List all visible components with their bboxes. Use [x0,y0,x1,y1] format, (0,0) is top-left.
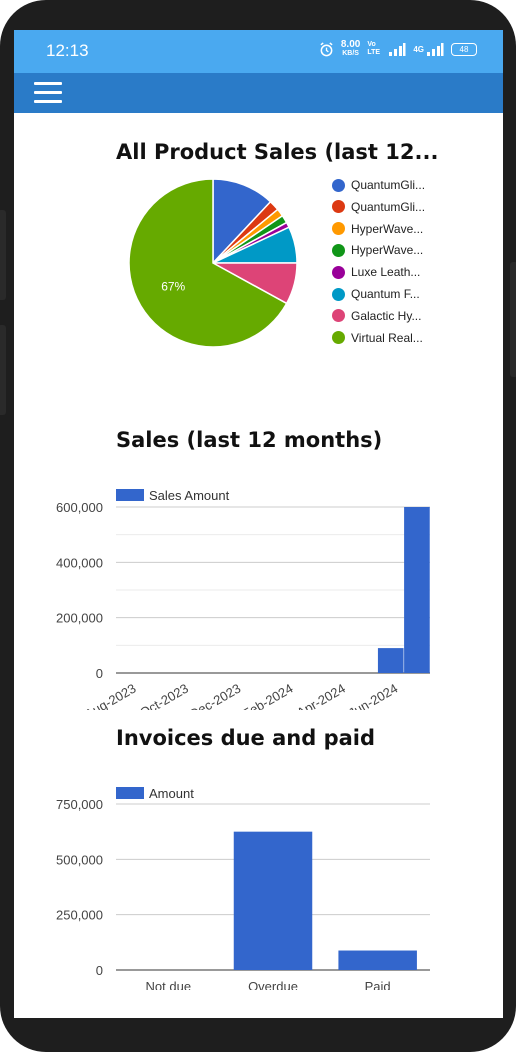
legend-label: Quantum F... [351,287,420,301]
pie-legend-item: QuantumGli... [332,200,425,214]
x-tick-label: Paid [365,979,391,990]
y-tick-label: 500,000 [56,852,103,867]
y-tick-label: 750,000 [56,797,103,812]
pie-chart-title: All Product Sales (last 12... [116,140,439,164]
volume-button [0,325,6,415]
y-tick-label: 0 [96,963,103,978]
network-speed-unit: KB/S [342,50,359,57]
x-tick-label: Jun-2024 [346,681,400,710]
legend-label: QuantumGli... [351,199,426,214]
legend-label: HyperWave... [351,243,424,258]
signal-icon [389,43,406,56]
invoice-bar-chart: Amount 750,000 500,000 250,000 0 Not due Overd… [56,786,430,990]
bar [377,648,404,673]
legend-swatch [332,309,345,323]
network-speed-value: 8.00 [340,39,361,50]
pie-chart: 67% [128,178,298,348]
x-tick-label: Not due [146,979,192,990]
pie-legend-item: HyperWave... [332,222,423,236]
legend-swatch [116,787,144,799]
pie-slice-0 [212,178,272,265]
y-tick-label: 0 [96,666,103,681]
bar [233,831,313,970]
bar [338,950,417,970]
volte-icon: Vo LTE [367,41,381,56]
legend-label: Luxe Leath... [351,265,421,280]
battery-level: 48 [459,44,469,54]
legend-swatch [332,331,345,345]
y-tick-label: 250,000 [56,908,103,923]
legend-swatch [332,200,345,214]
legend-swatch [332,222,345,236]
legend-label: QuantumGli... [351,178,426,192]
side-key-right [510,262,516,377]
legend-label: Virtual Real... [351,330,423,345]
x-tick-label: Aug-2023 [82,681,138,710]
battery-icon: 48 [451,42,477,56]
legend-label: HyperWave... [351,221,424,236]
status-icons: 8.00 KB/S Vo LTE 4G 48 [319,40,477,58]
x-tick-label: Oct-2023 [137,681,191,710]
legend-label: Galactic Hy... [351,308,422,323]
y-tick-label: 600,000 [56,500,103,515]
pie-legend-item: HyperWave... [332,243,423,257]
pie-legend-item: Virtual Real... [332,331,423,345]
pie-legend-item: Quantum F... [332,287,420,301]
screen: 12:13 8.00 KB/S Vo LTE 4G [14,30,503,1018]
x-tick-label: Dec-2023 [187,681,243,710]
pie-slice-7 [128,178,288,348]
network-speed: 8.00 KB/S [341,40,360,58]
x-tick-label: Overdue [248,979,298,990]
network-type-label: 4G [413,44,424,54]
legend-swatch [332,287,345,301]
menu-icon[interactable] [34,82,62,104]
legend-label: Sales Amount [149,488,230,503]
pie-legend-item: Galactic Hy... [332,309,421,323]
sales-chart-title: Sales (last 12 months) [116,428,383,452]
y-tick-label: 200,000 [56,611,103,626]
y-tick-label: 400,000 [56,555,103,570]
sales-bar-chart: Sales Amount 600,000 400,000 200,000 0Aug-20… [56,488,430,710]
legend-swatch [332,243,345,257]
x-tick-label: Feb-2024 [240,681,296,710]
legend-swatch [116,489,144,501]
x-tick-label: Apr-2024 [294,681,348,710]
pie-data-label: 67% [161,280,185,294]
legend-swatch [332,265,345,279]
pie-legend-item: Luxe Leath... [332,265,420,279]
pie-legend-item: QuantumGli... [332,178,425,192]
status-bar: 12:13 8.00 KB/S Vo LTE 4G [14,30,503,73]
alarm-icon [320,41,333,56]
legend-swatch [332,178,345,192]
app-bar [14,73,503,113]
status-time: 12:13 [46,41,89,60]
signal-icon-2 [427,43,444,56]
bar [404,507,430,673]
legend-label: Amount [149,786,194,801]
power-button [0,210,6,300]
invoice-chart-title: Invoices due and paid [116,726,376,750]
